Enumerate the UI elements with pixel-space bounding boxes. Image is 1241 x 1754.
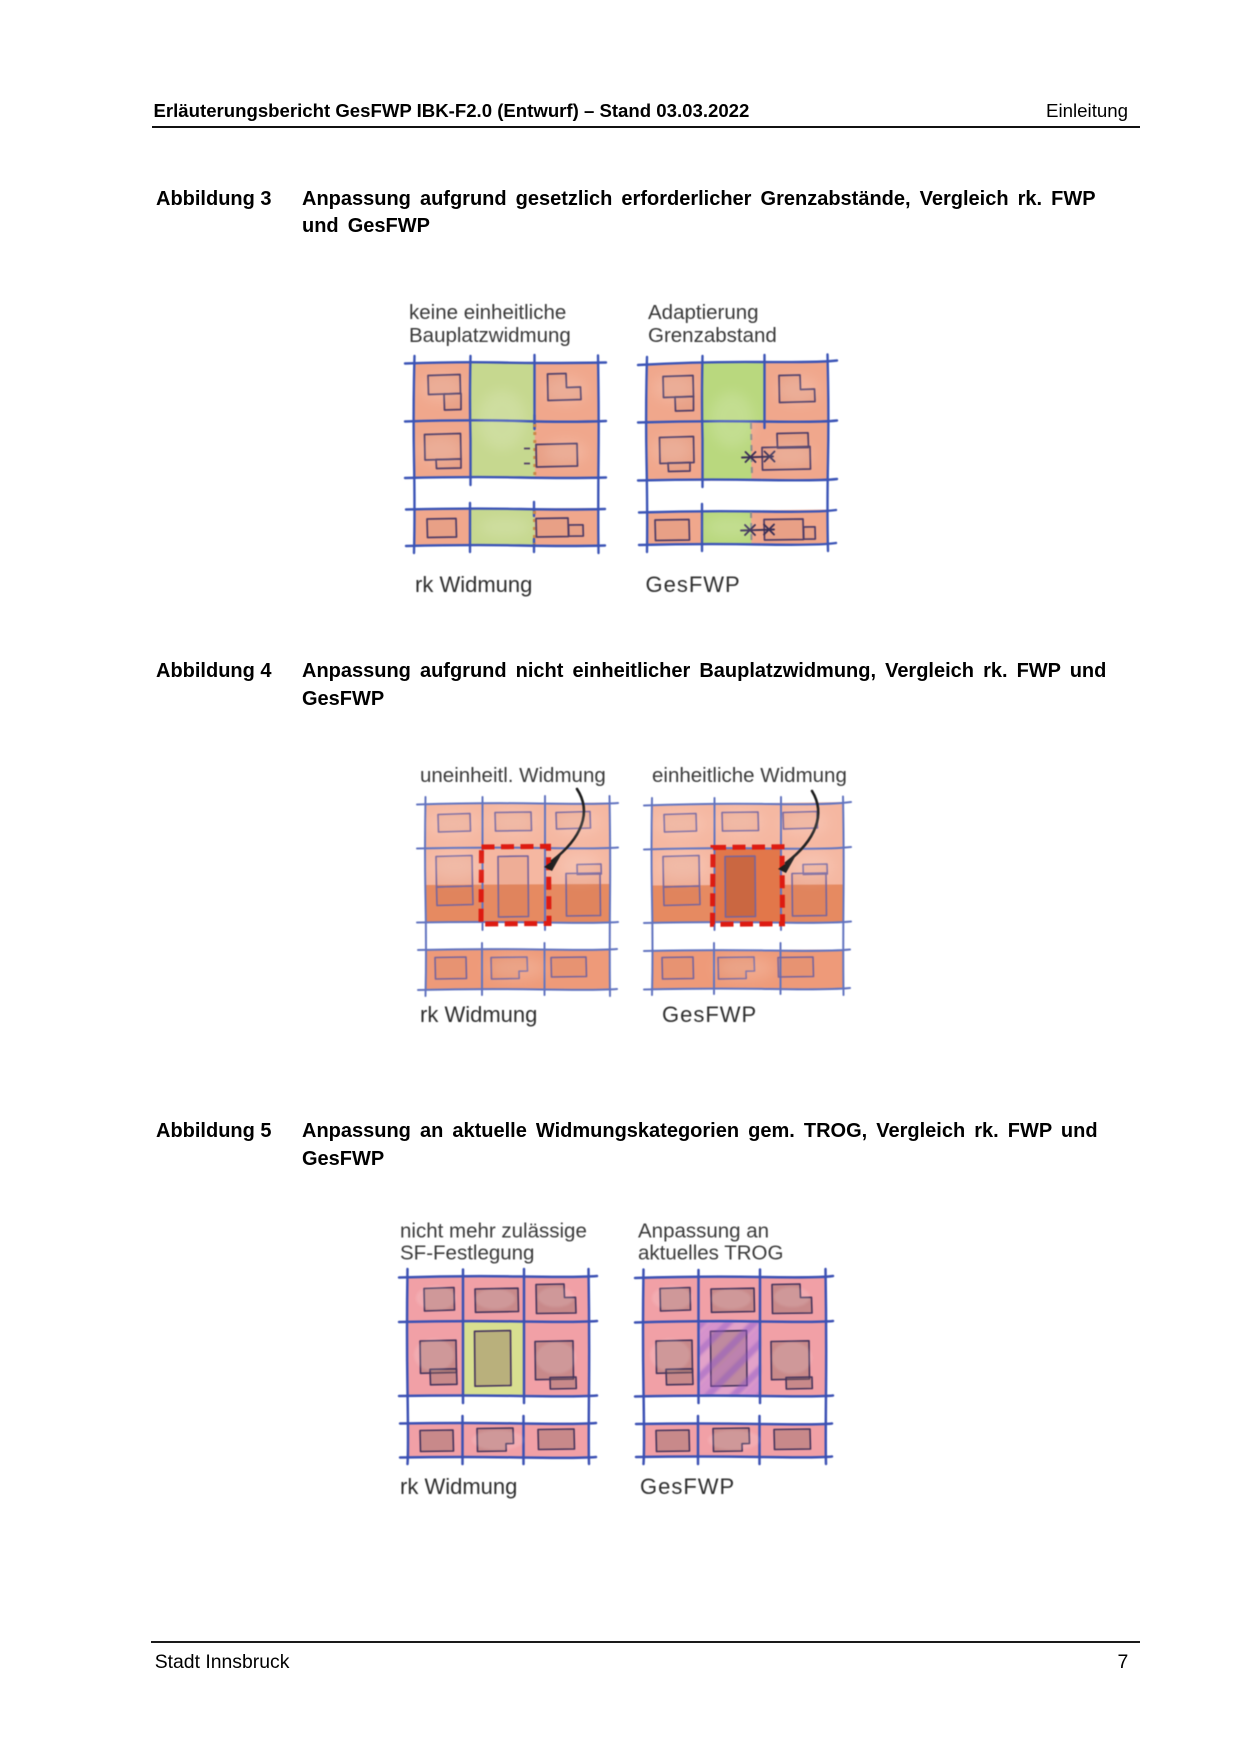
svg-text:GesFWP: GesFWP bbox=[662, 1002, 757, 1027]
svg-text:uneinheitl. Widmung: uneinheitl. Widmung bbox=[420, 764, 606, 787]
svg-text:rk Widmung: rk Widmung bbox=[400, 1474, 517, 1499]
svg-text:Bauplatzwidmung: Bauplatzwidmung bbox=[409, 324, 571, 347]
svg-text:aktuelles TROG: aktuelles TROG bbox=[638, 1242, 783, 1265]
svg-text:Anpassung an: Anpassung an bbox=[638, 1220, 769, 1243]
svg-text:einheitliche Widmung: einheitliche Widmung bbox=[652, 764, 847, 787]
svg-text:keine einheitliche: keine einheitliche bbox=[409, 301, 566, 324]
svg-text:rk Widmung: rk Widmung bbox=[415, 572, 532, 597]
svg-text:nicht mehr zulässige: nicht mehr zulässige bbox=[400, 1220, 587, 1243]
svg-text:Adaptierung: Adaptierung bbox=[648, 301, 759, 324]
svg-text:rk Widmung: rk Widmung bbox=[420, 1002, 537, 1027]
svg-text:SF-Festlegung: SF-Festlegung bbox=[400, 1242, 534, 1265]
svg-text:Grenzabstand: Grenzabstand bbox=[648, 324, 777, 347]
svg-text:GesFWP: GesFWP bbox=[646, 572, 741, 597]
svg-text:GesFWP: GesFWP bbox=[640, 1474, 735, 1499]
